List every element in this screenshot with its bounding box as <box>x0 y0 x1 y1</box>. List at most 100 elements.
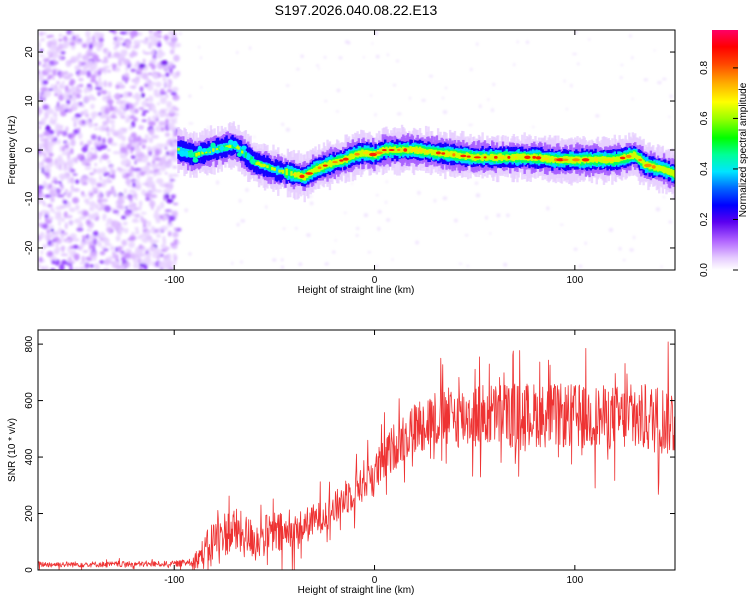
noise-blob <box>168 160 172 164</box>
ridge-early-blob <box>179 150 186 157</box>
noise-blob <box>147 72 153 76</box>
noise-blob <box>62 173 70 179</box>
ridge-cell <box>578 157 582 164</box>
noise-blob <box>79 140 84 147</box>
ridge-cell <box>465 152 469 159</box>
noise-blob <box>143 52 151 55</box>
noise-blob <box>161 108 170 111</box>
ridge-cell <box>570 156 573 163</box>
noise-speck <box>231 261 234 265</box>
noise-blob <box>62 103 70 110</box>
noise-speck <box>323 56 327 59</box>
noise-speck <box>669 94 673 99</box>
ridge-cell <box>567 156 571 164</box>
ridge-hotspot <box>483 156 487 159</box>
spectrogram-xlabel: Height of straight line (km) <box>298 285 415 296</box>
noise-speck <box>442 196 448 201</box>
noise-blob <box>112 250 116 257</box>
noise-blob <box>173 133 179 137</box>
ridge-cell <box>360 150 363 157</box>
noise-speck <box>491 108 494 112</box>
ridge-cell <box>433 150 436 155</box>
noise-blob <box>68 221 74 225</box>
heatmap-ridge-layer <box>177 121 675 203</box>
ridge-cell <box>375 151 379 157</box>
ridge-hotspot <box>524 155 531 160</box>
ridge-cell <box>255 162 258 165</box>
noise-blob <box>79 40 83 45</box>
noise-blob <box>173 54 180 62</box>
noise-blob <box>65 214 73 219</box>
snr-xtick-label: 0 <box>372 575 378 586</box>
noise-blob <box>86 60 94 68</box>
noise-blob <box>79 177 87 184</box>
noise-blob <box>165 187 172 194</box>
noise-blob <box>39 119 46 126</box>
ridge-cell <box>599 156 602 163</box>
noise-blob <box>40 250 44 255</box>
noise-blob <box>117 59 121 67</box>
noise-blob <box>43 141 49 149</box>
ridge-cell <box>227 142 231 150</box>
noise-speck <box>653 49 656 52</box>
ridge-early-blob <box>210 142 216 149</box>
ridge-hotspot <box>535 156 542 160</box>
figure-title: S197.2026.040.08.22.E13 <box>275 2 438 18</box>
noise-blob <box>114 67 121 72</box>
noise-blob <box>49 189 55 196</box>
noise-blob <box>122 259 126 265</box>
noise-speck <box>474 181 479 185</box>
noise-speck <box>198 45 200 49</box>
noise-blob <box>131 95 137 99</box>
noise-blob <box>164 132 170 137</box>
noise-blob <box>42 244 46 250</box>
noise-blob <box>97 76 102 82</box>
noise-blob <box>58 43 63 51</box>
noise-speck <box>577 62 580 66</box>
noise-blob <box>106 95 112 100</box>
noise-blob <box>160 64 165 69</box>
noise-speck <box>588 38 591 41</box>
noise-blob <box>116 204 124 210</box>
noise-blob <box>39 231 45 239</box>
noise-blob <box>128 241 135 249</box>
noise-speck <box>421 98 426 102</box>
ridge-hotspot <box>473 156 481 159</box>
noise-blob <box>129 189 137 194</box>
noise-blob <box>87 213 91 219</box>
noise-blob <box>91 206 95 212</box>
noise-speck <box>355 234 359 237</box>
noise-blob <box>127 238 134 241</box>
noise-blob <box>123 91 129 99</box>
noise-blob <box>38 200 42 205</box>
ridge-hotspot <box>581 158 590 162</box>
noise-blob <box>109 55 115 59</box>
noise-blob <box>87 86 92 93</box>
noise-blob <box>81 159 85 166</box>
noise-blob <box>74 179 80 184</box>
ridge-cell <box>386 147 389 154</box>
noise-blob <box>48 53 53 59</box>
noise-speck <box>253 135 256 139</box>
noise-blob <box>134 157 143 163</box>
noise-blob <box>80 241 85 248</box>
noise-blob <box>137 152 145 159</box>
noise-blob <box>123 58 131 66</box>
noise-blob <box>151 58 157 64</box>
snr-series-clip <box>38 341 675 570</box>
noise-blob <box>154 171 163 176</box>
noise-blob <box>162 77 167 82</box>
noise-blob <box>86 153 92 158</box>
noise-blob <box>138 266 144 270</box>
noise-blob <box>156 205 161 212</box>
noise-speck <box>631 56 634 60</box>
ridge-early-blob <box>232 140 238 148</box>
noise-speck <box>280 258 284 262</box>
noise-blob <box>124 72 130 78</box>
noise-blob <box>155 189 162 193</box>
noise-blob <box>47 92 52 96</box>
noise-speck <box>572 53 577 55</box>
noise-blob <box>152 239 160 243</box>
noise-blob <box>116 81 124 85</box>
